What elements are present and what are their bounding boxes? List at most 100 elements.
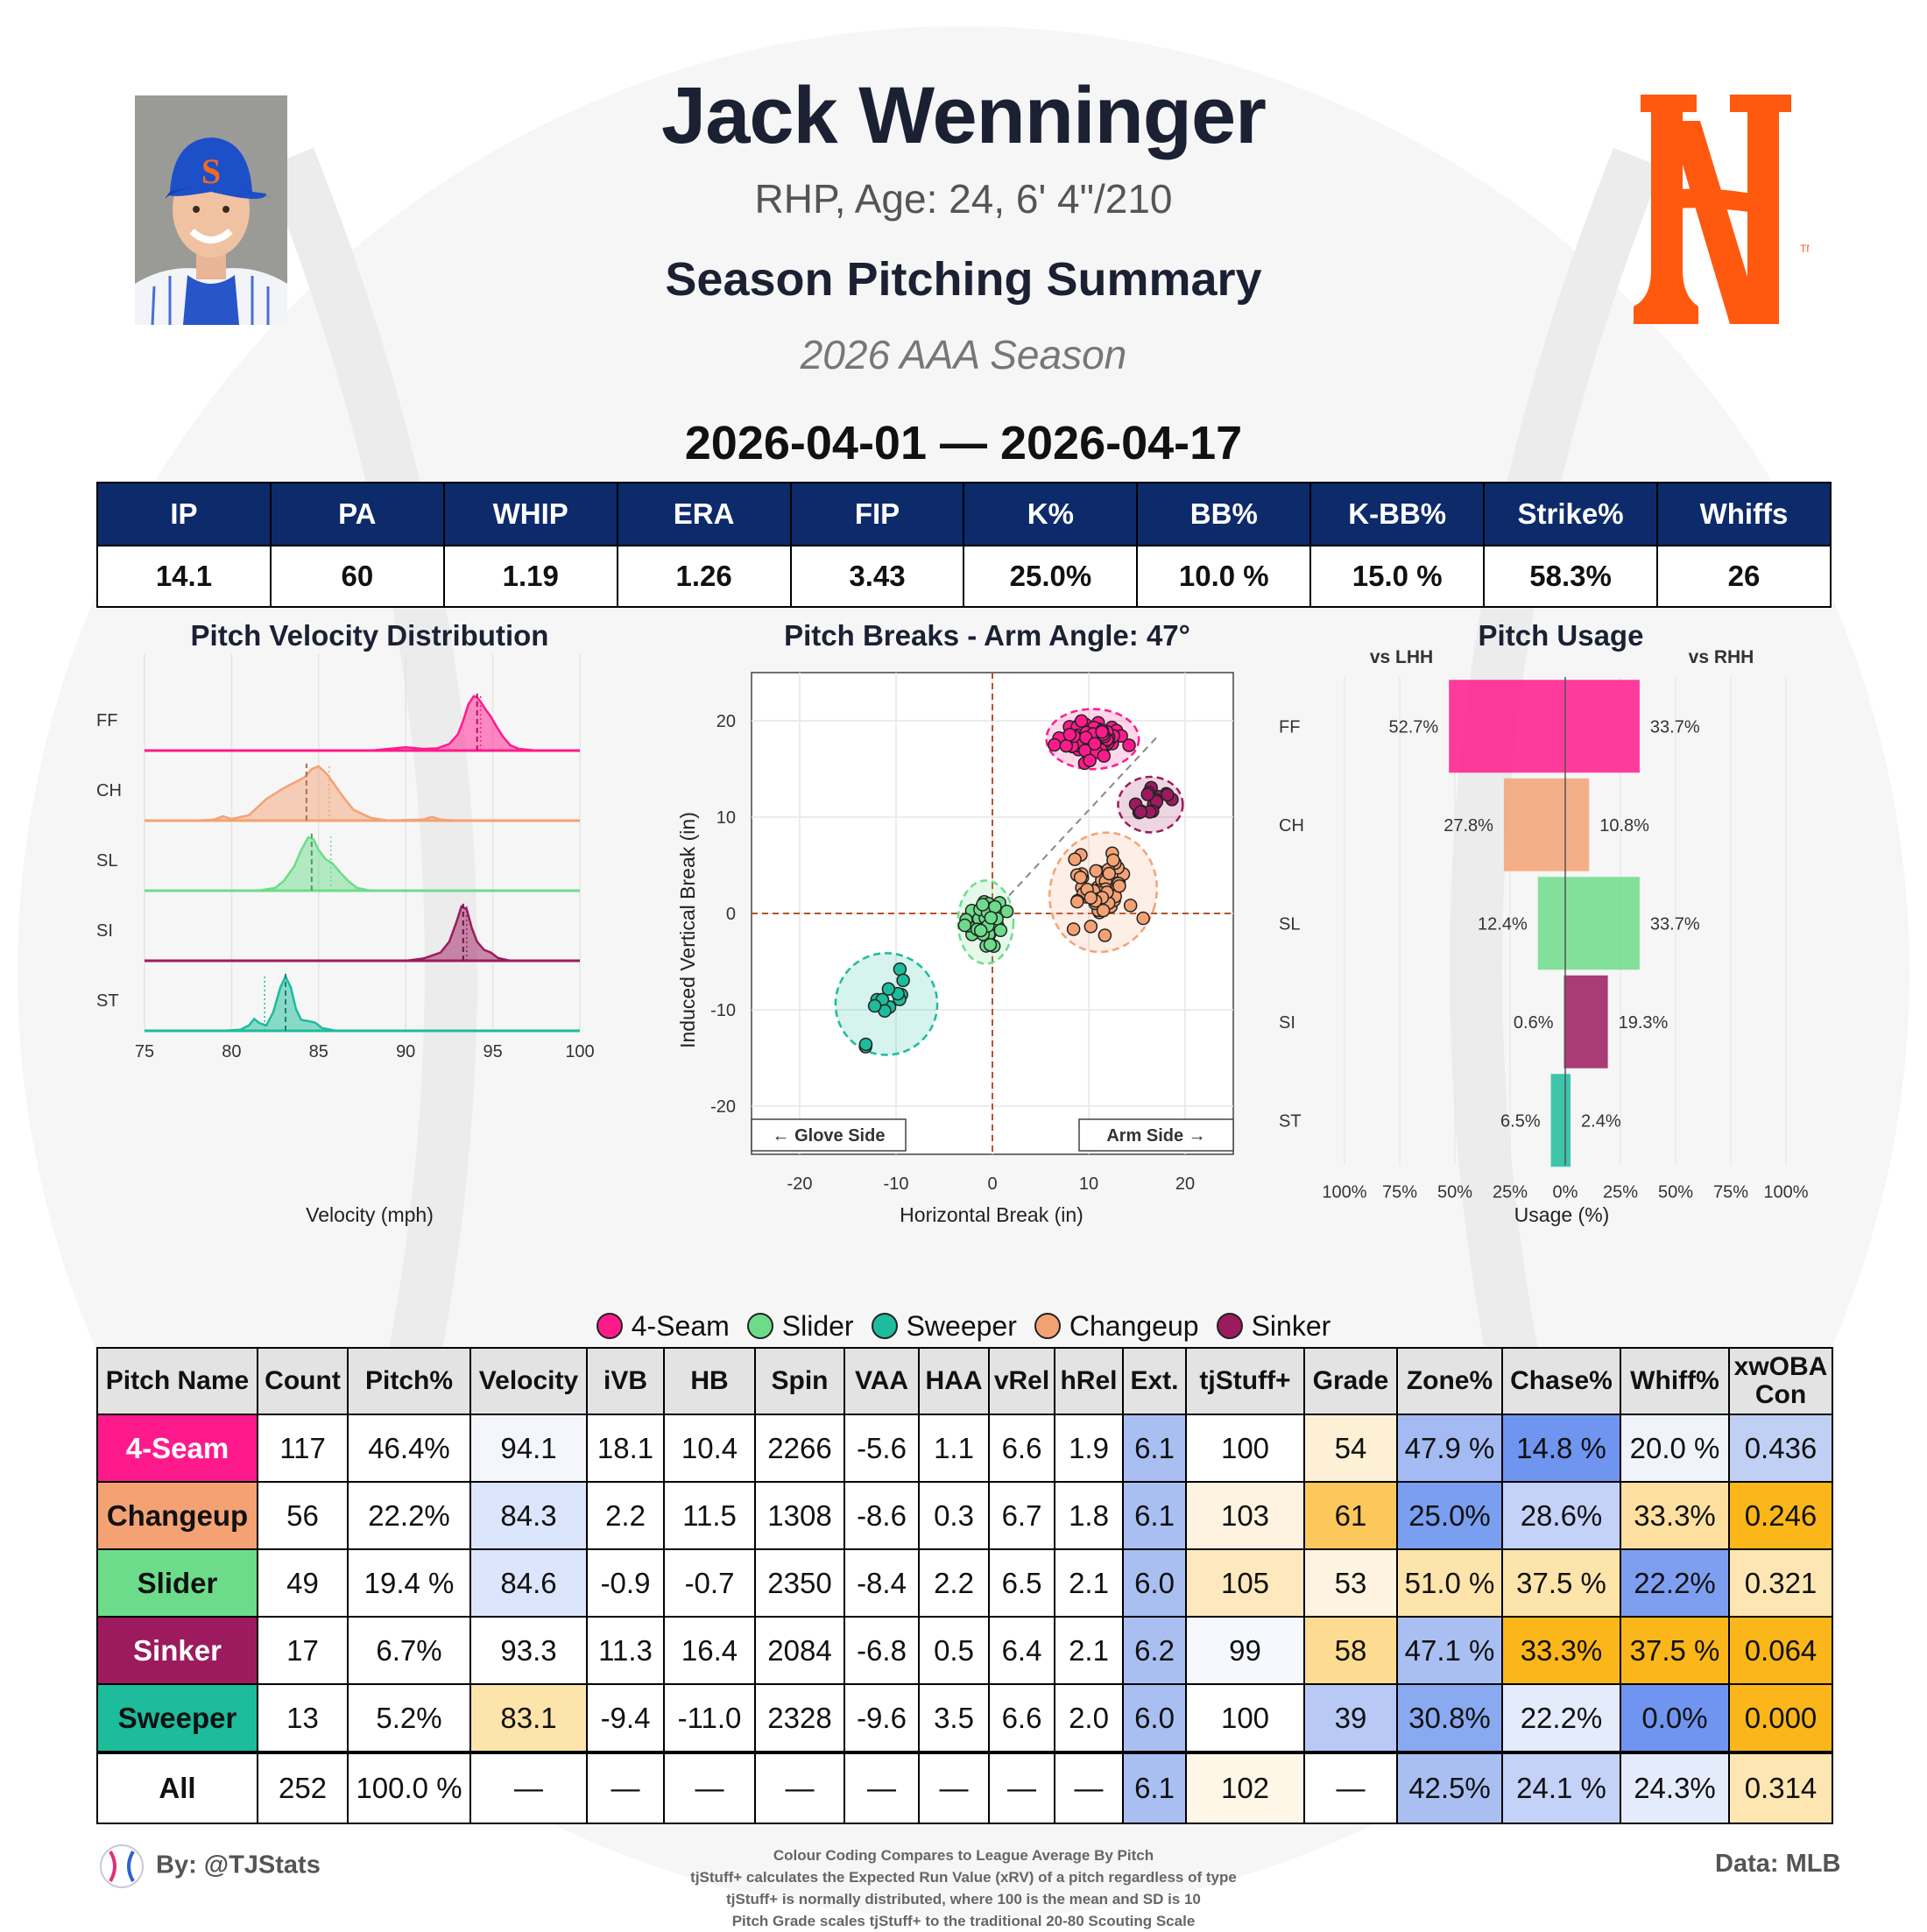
legend-item-4seam: 4-Seam (596, 1310, 730, 1343)
pitch-table-cell: 3.5 (918, 1683, 990, 1753)
break-x-tick-label: -10 (884, 1174, 909, 1194)
break-point-FF (1088, 737, 1102, 751)
pitch-table-cell: -8.4 (844, 1548, 920, 1618)
footer-note: Pitch Grade scales tjStuff+ to the tradi… (731, 1913, 1196, 1929)
arm-angle-line (992, 737, 1158, 914)
pitch-table-cell: 10.4 (663, 1414, 756, 1483)
footer-notes: Colour Coding Compares to League Average… (526, 1844, 1401, 1932)
velocity-tick-label: 100 (565, 1042, 594, 1061)
svg-text:S: S (201, 152, 221, 191)
velocity-curve-FF (145, 695, 580, 752)
pitch-table-cell: 6.2 (1122, 1616, 1187, 1685)
report-subtitle: Season Pitching Summary (665, 253, 1262, 306)
pitch-table-header-ivb: iVB (586, 1347, 665, 1415)
pitch-table-cell: 46.4% (347, 1414, 471, 1483)
pitch-table-cell: -9.6 (844, 1683, 920, 1753)
tjstats-logo-icon (100, 1844, 144, 1888)
pitch-table-cell: -11.0 (663, 1683, 756, 1753)
pitch-table-header-pitch: Pitch% (347, 1347, 471, 1415)
pitch-table-cell: 117 (257, 1414, 349, 1483)
velocity-tick-label: 90 (396, 1042, 415, 1061)
break-point-ST (867, 998, 882, 1013)
pitch-table-cell: 49 (257, 1548, 349, 1618)
summary-header-whip: WHIP (442, 482, 618, 546)
break-y-tick-label: 20 (716, 712, 736, 731)
pitch-table-cell: — (1303, 1751, 1398, 1824)
glove-side-frame (751, 1118, 907, 1152)
pitch-table-cell: 0.436 (1728, 1414, 1833, 1483)
footer-note: tjStuff+ calculates the Expected Run Val… (690, 1869, 1237, 1886)
pitch-name-cell: Sweeper (96, 1683, 258, 1753)
player-name: Jack Wenninger (661, 71, 1267, 160)
pitch-name-cell: Changeup (96, 1481, 258, 1550)
break-point-CH (1123, 899, 1138, 913)
pitch-table-cell: 6.0 (1122, 1548, 1187, 1618)
pitch-table-cell: 37.5 % (1620, 1616, 1730, 1685)
break-x-tick-label: 10 (1079, 1174, 1098, 1194)
pitch-usage-chart: Pitch Usage vs LHH vs RHH 52.7% 33.7% FF 27… (1279, 619, 1809, 1226)
usage-label-lhh: 52.7% (1388, 717, 1438, 737)
summary-header-whiffs: Whiffs (1656, 482, 1832, 546)
pitch-table-cell: — (469, 1751, 588, 1824)
pitch-table-cell: 105 (1185, 1548, 1305, 1618)
break-x-tick-label: 0 (987, 1174, 997, 1194)
legend-label: Sinker (1251, 1310, 1331, 1342)
usage-label-rhh: 10.8% (1599, 816, 1649, 836)
pitch-table-cell: -0.7 (663, 1548, 756, 1618)
usage-label-lhh: 27.8% (1443, 816, 1493, 836)
pitch-name-cell: Sinker (96, 1616, 258, 1685)
pitch-table-cell: 100.0 % (347, 1751, 471, 1824)
pitch-table-header-spin: Spin (754, 1347, 845, 1415)
pitch-table-cell: 25.0% (1396, 1481, 1503, 1550)
usage-bar-lhh-ST (1550, 1074, 1565, 1167)
pitch-table-cell: — (988, 1751, 1055, 1824)
pitch-table-header-xwobacon: xwOBA Con (1728, 1347, 1833, 1415)
pitch-table-cell: — (844, 1751, 920, 1824)
break-point-SL (976, 898, 990, 912)
summary-values-row: 14.1 60 1.19 1.26 3.43 25.0% 10.0 % 15.0 % 58.3%… (96, 545, 1832, 608)
pitch-table-cell: 6.6 (988, 1414, 1055, 1483)
usage-bar-rhh-CH (1565, 778, 1590, 871)
arm-side-box: Arm Side → (1078, 1118, 1234, 1152)
legend-label: Changeup (1069, 1310, 1199, 1342)
velocity-tick-label: 75 (135, 1042, 154, 1061)
break-point-FF (1097, 749, 1112, 763)
pitch-table-row: All 252 100.0 % — — — — — — — —6.1 102—42.5% 24.1 % 2… (96, 1751, 1833, 1824)
usage-label-rhh: 33.7% (1650, 914, 1700, 934)
break-point-ST (858, 1037, 873, 1052)
footer-credit: By: @TJStats (98, 1843, 321, 1890)
pitch-table-cell: 58 (1303, 1616, 1398, 1685)
summary-header-era: ERA (616, 482, 792, 546)
usage-label-lhh: 0.6% (1514, 1013, 1554, 1033)
pitch-table-cell: 0.246 (1728, 1481, 1833, 1550)
usage-bar-lhh-SI (1563, 975, 1565, 1068)
usage-label-rhh: 19.3% (1619, 1013, 1669, 1033)
pitch-table-header-ext: Ext. (1122, 1347, 1187, 1415)
pitch-table-cell: 0.000 (1728, 1683, 1833, 1753)
pitch-table-header-vaa: VAA (844, 1347, 920, 1415)
pitch-table-cell: -6.8 (844, 1616, 920, 1685)
pitch-table-cell: 0.314 (1728, 1751, 1833, 1824)
break-point-CH (1083, 891, 1098, 905)
usage-category-label: CH (1279, 816, 1304, 836)
legend-label: Slider (781, 1310, 854, 1342)
usage-tick-label: 75% (1382, 1183, 1417, 1202)
pitch-table-cell: 6.1 (1122, 1751, 1187, 1824)
usage-vs-lhh-label: vs LHH (1370, 647, 1433, 667)
usage-tick-label: 75% (1713, 1183, 1748, 1202)
legend-item-sinker: Sinker (1216, 1310, 1331, 1343)
velocity-grid (144, 654, 581, 1031)
break-y-label: Induced Vertical Break (in) (676, 812, 699, 1048)
summary-header-bb: BB% (1136, 482, 1312, 546)
usage-bar-lhh-FF (1449, 680, 1565, 773)
summary-value-ip: 14.1 (96, 545, 272, 608)
usage-bar-lhh-CH (1503, 778, 1565, 871)
pitch-table-row: Changeup 56 22.2% 84.3 2.2 11.5 1308 -8.6 0.3 6.7… (96, 1481, 1833, 1550)
break-point-SI (1161, 787, 1175, 802)
pitch-table-cell: 103 (1185, 1481, 1305, 1550)
usage-vs-rhh-label: vs RHH (1689, 647, 1754, 667)
velocity-curve-CH (145, 765, 580, 822)
pitch-table-cell: 18.1 (586, 1414, 665, 1483)
pitch-table-cell: 0.064 (1728, 1616, 1833, 1685)
pitch-table-cell: 84.3 (469, 1481, 588, 1550)
